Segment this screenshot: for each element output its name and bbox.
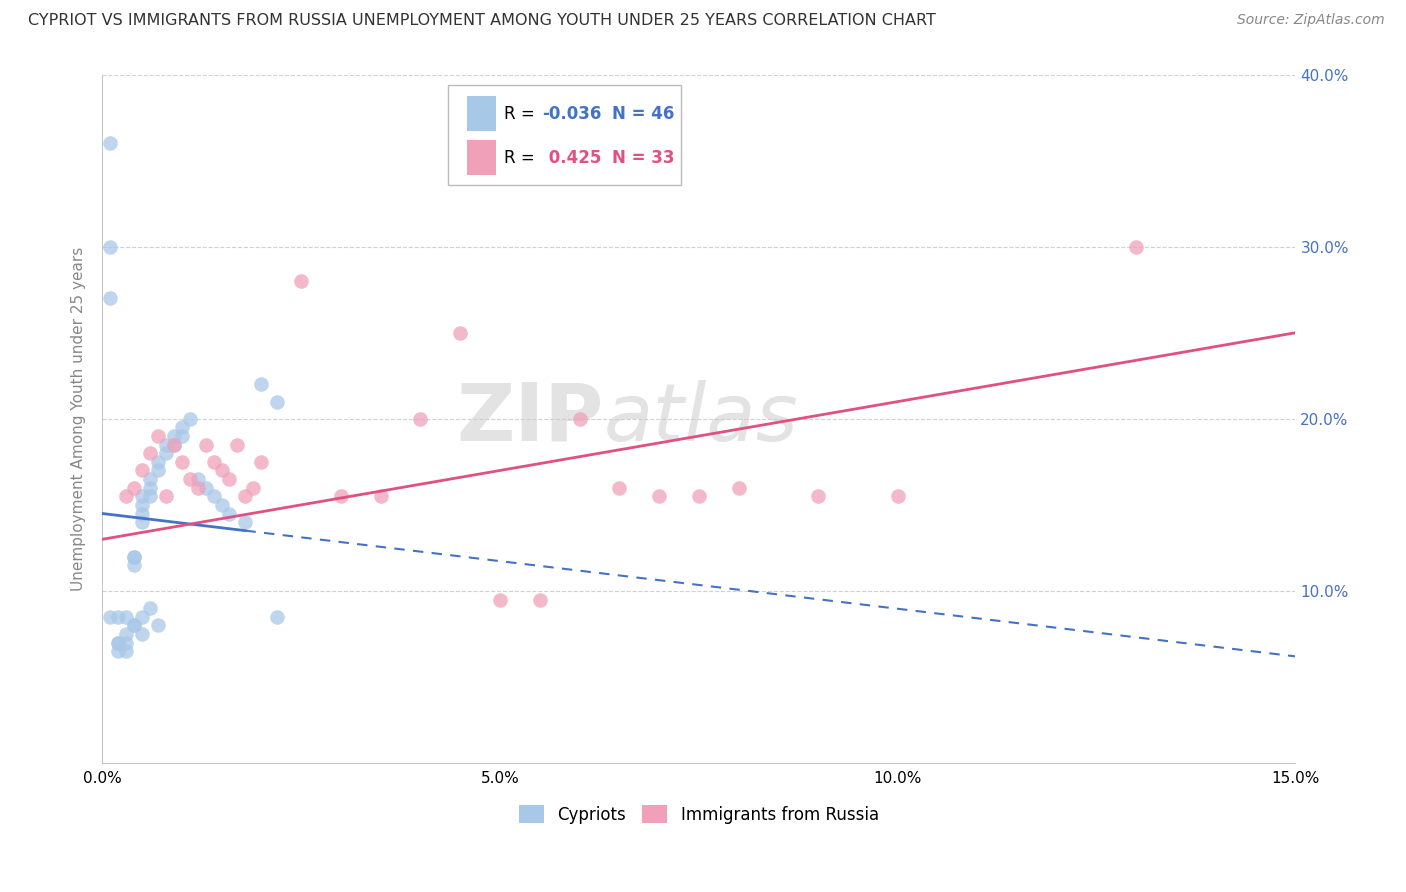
Point xyxy=(409,412,432,426)
Point xyxy=(139,601,162,615)
Point xyxy=(568,412,591,426)
Point xyxy=(727,481,749,495)
Point xyxy=(122,481,145,495)
Text: R =: R = xyxy=(505,105,540,123)
FancyBboxPatch shape xyxy=(449,85,681,185)
Point xyxy=(226,437,249,451)
Legend: Cypriots, Immigrants from Russia: Cypriots, Immigrants from Russia xyxy=(519,805,879,823)
Point xyxy=(187,481,209,495)
Point xyxy=(235,489,257,503)
Point xyxy=(146,455,169,469)
Point xyxy=(170,455,193,469)
Point xyxy=(529,592,551,607)
Text: ZIP: ZIP xyxy=(456,380,603,458)
Point xyxy=(122,549,145,564)
Point xyxy=(107,635,129,649)
Point xyxy=(131,498,153,512)
Point xyxy=(115,635,138,649)
Point xyxy=(98,136,121,151)
Point xyxy=(115,627,138,641)
Y-axis label: Unemployment Among Youth under 25 years: Unemployment Among Youth under 25 years xyxy=(72,247,86,591)
Point xyxy=(290,274,312,288)
Point xyxy=(235,515,257,529)
Point xyxy=(139,489,162,503)
Point xyxy=(122,618,145,632)
Text: Source: ZipAtlas.com: Source: ZipAtlas.com xyxy=(1237,13,1385,28)
Point xyxy=(163,429,186,443)
Point xyxy=(266,394,288,409)
Point xyxy=(139,446,162,460)
Point xyxy=(211,498,233,512)
Point xyxy=(131,515,153,529)
Point xyxy=(146,429,169,443)
Text: N = 46: N = 46 xyxy=(612,105,673,123)
Point xyxy=(139,472,162,486)
Point xyxy=(131,489,153,503)
Point xyxy=(170,429,193,443)
Point xyxy=(131,609,153,624)
Point xyxy=(688,489,710,503)
Point xyxy=(107,644,129,658)
Point xyxy=(218,472,240,486)
Point xyxy=(607,481,630,495)
Point xyxy=(107,609,129,624)
Text: -0.036: -0.036 xyxy=(543,105,602,123)
Point xyxy=(107,635,129,649)
Point xyxy=(194,437,217,451)
Text: R =: R = xyxy=(505,149,540,167)
Point xyxy=(115,609,138,624)
FancyBboxPatch shape xyxy=(467,140,496,175)
Point xyxy=(329,489,352,503)
Point xyxy=(155,446,177,460)
FancyBboxPatch shape xyxy=(467,96,496,131)
Text: CYPRIOT VS IMMIGRANTS FROM RUSSIA UNEMPLOYMENT AMONG YOUTH UNDER 25 YEARS CORREL: CYPRIOT VS IMMIGRANTS FROM RUSSIA UNEMPL… xyxy=(28,13,936,29)
Point xyxy=(122,549,145,564)
Point xyxy=(139,481,162,495)
Point xyxy=(194,481,217,495)
Point xyxy=(155,437,177,451)
Point xyxy=(163,437,186,451)
Point xyxy=(187,472,209,486)
Point xyxy=(1125,240,1147,254)
Point xyxy=(98,240,121,254)
Point xyxy=(250,377,273,392)
Point xyxy=(807,489,830,503)
Point xyxy=(170,420,193,434)
Point xyxy=(115,489,138,503)
Point xyxy=(886,489,908,503)
Point xyxy=(370,489,392,503)
Point xyxy=(211,463,233,477)
Point xyxy=(648,489,671,503)
Point xyxy=(131,627,153,641)
Point xyxy=(122,558,145,573)
Point xyxy=(146,463,169,477)
Point xyxy=(179,412,201,426)
Point xyxy=(115,644,138,658)
Point xyxy=(122,618,145,632)
Point xyxy=(202,455,225,469)
Point xyxy=(266,609,288,624)
Point xyxy=(489,592,512,607)
Text: atlas: atlas xyxy=(603,380,799,458)
Point xyxy=(163,437,186,451)
Text: N = 33: N = 33 xyxy=(612,149,675,167)
Point xyxy=(449,326,471,340)
Point xyxy=(179,472,201,486)
Point xyxy=(131,507,153,521)
Text: 0.425: 0.425 xyxy=(543,149,600,167)
Point xyxy=(98,609,121,624)
Point xyxy=(218,507,240,521)
Point xyxy=(242,481,264,495)
Point xyxy=(131,463,153,477)
Point xyxy=(155,489,177,503)
Point xyxy=(250,455,273,469)
Point xyxy=(98,291,121,305)
Point xyxy=(202,489,225,503)
Point xyxy=(146,618,169,632)
